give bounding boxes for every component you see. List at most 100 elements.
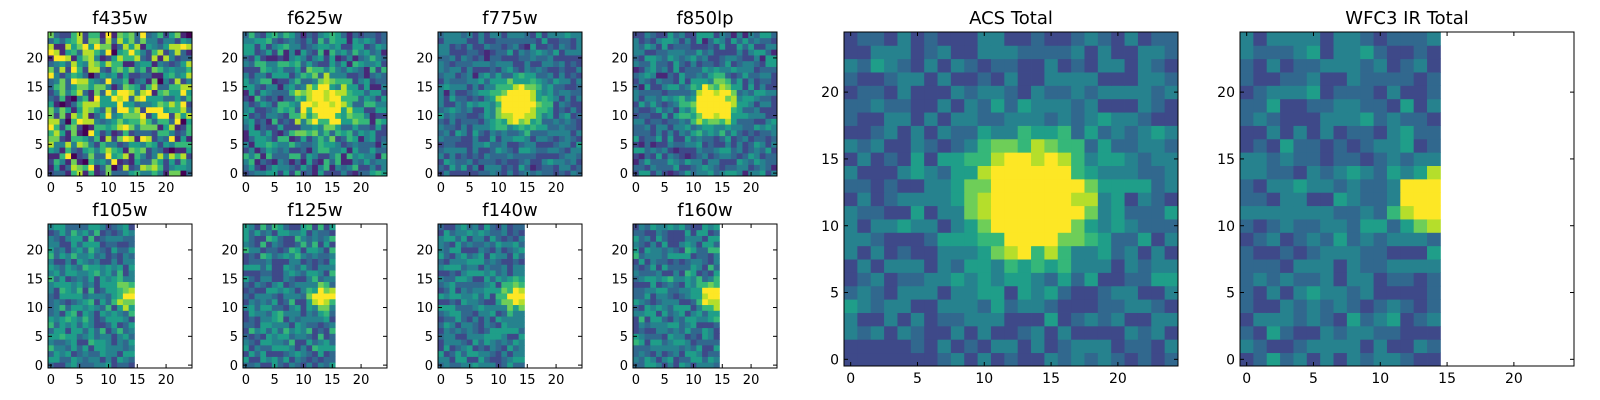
heatmap-cell <box>937 138 952 153</box>
heatmap-cell <box>174 118 181 125</box>
heatmap-cell <box>289 316 296 323</box>
heatmap-cell <box>312 339 319 346</box>
y-tick-label: 10 <box>821 219 839 235</box>
heatmap-cell <box>1057 232 1072 247</box>
heatmap-cell <box>122 310 130 317</box>
heatmap-cell <box>283 275 290 282</box>
heatmap-cell <box>478 60 485 67</box>
heatmap-cell <box>478 158 485 165</box>
heatmap-cell <box>753 55 761 62</box>
heatmap-cell <box>673 124 680 131</box>
heatmap-cell <box>950 312 965 327</box>
heatmap-cell <box>1031 152 1045 166</box>
heatmap-cell <box>518 147 525 154</box>
heatmap-cell <box>122 32 130 39</box>
heatmap-cell <box>266 304 273 311</box>
heatmap-cell <box>151 152 158 160</box>
heatmap-cell <box>260 49 267 56</box>
heatmap-cell <box>638 298 645 306</box>
heatmap-cell <box>59 152 66 160</box>
heatmap-cell <box>684 78 691 85</box>
heatmap-cell <box>300 135 307 142</box>
heatmap-cell <box>897 325 912 340</box>
heatmap-cell <box>117 275 124 282</box>
heatmap-cell <box>88 112 95 119</box>
heatmap-cell <box>363 118 371 125</box>
heatmap-cell <box>352 101 359 108</box>
heatmap-cell <box>180 141 187 148</box>
heatmap-cell <box>82 270 89 277</box>
heatmap-cell <box>684 304 691 311</box>
heatmap-cell <box>358 72 365 79</box>
heatmap-cell <box>455 275 462 282</box>
heatmap-cell <box>443 37 450 44</box>
heatmap-cell <box>65 158 72 165</box>
heatmap-cell <box>558 106 566 114</box>
heatmap-cell <box>553 66 560 73</box>
heatmap-cell <box>924 72 938 86</box>
heatmap-cell <box>174 124 181 131</box>
heatmap-cell <box>650 55 657 62</box>
heatmap-cell <box>495 124 502 131</box>
heatmap-cell <box>512 304 520 311</box>
heatmap-cell <box>937 259 952 273</box>
heatmap-cell <box>260 72 267 79</box>
heatmap-cell <box>340 158 348 165</box>
heatmap-cell <box>438 78 445 85</box>
heatmap-cell <box>82 241 89 248</box>
heatmap-cell <box>48 135 55 142</box>
heatmap-cell <box>990 72 1005 86</box>
heatmap-cell <box>294 229 301 236</box>
heatmap-cell <box>684 264 691 271</box>
heatmap-cell <box>667 333 674 340</box>
heatmap-cell <box>570 78 577 85</box>
heatmap-cell <box>312 152 319 160</box>
heatmap-cell <box>329 55 336 62</box>
heatmap-cell <box>924 112 938 126</box>
heatmap-cell <box>122 362 130 369</box>
heatmap-cell <box>76 83 83 90</box>
heatmap-cell <box>82 95 89 102</box>
heatmap-cell <box>461 112 468 119</box>
heatmap-cell <box>340 83 348 90</box>
heatmap-cell <box>501 49 508 56</box>
heatmap-cell <box>340 43 348 50</box>
heatmap-cell <box>455 281 462 288</box>
heatmap-cell <box>381 129 388 137</box>
heatmap-cell <box>99 316 106 323</box>
heatmap-cell <box>94 164 101 171</box>
heatmap-cell <box>449 247 456 254</box>
heatmap-cell <box>667 339 674 346</box>
heatmap-cell <box>633 135 640 142</box>
heatmap-cell <box>535 32 543 39</box>
heatmap-cell <box>271 327 278 334</box>
heatmap-cell <box>661 112 668 119</box>
heatmap-cell <box>924 45 938 60</box>
heatmap-cell <box>484 101 491 108</box>
heatmap-cell <box>335 89 342 96</box>
x-tick-label: 15 <box>324 373 341 388</box>
heatmap-cell <box>163 135 170 142</box>
heatmap-cell <box>1151 232 1166 247</box>
heatmap-cell <box>661 258 668 265</box>
heatmap-cell <box>53 235 60 242</box>
heatmap-cell <box>317 32 325 39</box>
heatmap-cell <box>950 339 965 354</box>
heatmap-cell <box>638 224 645 231</box>
heatmap-cell <box>283 158 290 165</box>
heatmap-cell <box>443 95 450 102</box>
heatmap-cell <box>248 72 255 79</box>
heatmap-cell <box>507 129 514 137</box>
heatmap-cell <box>857 192 872 207</box>
heatmap-cell <box>266 339 273 346</box>
heatmap-cell <box>105 247 112 254</box>
heatmap-cell <box>128 281 135 288</box>
heatmap-cell <box>76 95 83 102</box>
heatmap-cell <box>271 164 278 171</box>
heatmap-cell <box>707 60 715 67</box>
heatmap-cell <box>294 235 301 242</box>
y-tick-label: 15 <box>416 272 433 287</box>
heatmap-cell <box>145 118 153 125</box>
heatmap-cell <box>478 78 485 85</box>
heatmap-cell <box>501 333 508 340</box>
